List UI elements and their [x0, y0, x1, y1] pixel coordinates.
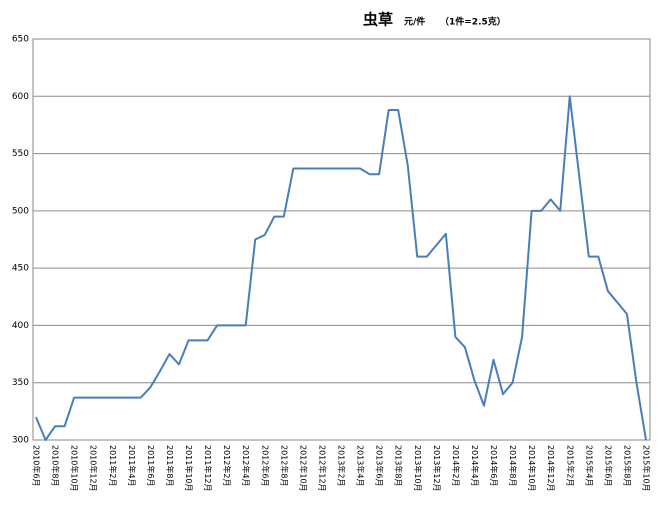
x-tick-label: 2014年2月 [451, 445, 461, 486]
x-tick-label: 2013年2月 [337, 445, 347, 486]
y-tick-label: 400 [12, 321, 29, 331]
x-tick-label: 2015年10月 [642, 445, 652, 492]
y-tick-label: 300 [12, 436, 29, 446]
x-tick-label: 2013年6月 [375, 445, 385, 486]
x-tick-label: 2014年4月 [470, 445, 480, 486]
chart-subtitle: 元/件 [404, 16, 425, 28]
x-tick-label: 2015年4月 [584, 445, 594, 486]
x-tick-label: 2014年10月 [527, 445, 537, 492]
x-tick-label: 2010年10月 [70, 445, 80, 492]
x-tick-label: 2010年8月 [51, 445, 61, 486]
x-tick-label: 2010年6月 [32, 445, 42, 486]
x-tick-label: 2012年8月 [279, 445, 289, 486]
x-tick-label: 2011年4月 [127, 445, 137, 486]
y-tick-label: 450 [12, 264, 29, 274]
y-tick-label: 650 [12, 35, 29, 45]
data-line [35, 95, 647, 441]
x-tick-label: 2012年2月 [222, 445, 232, 486]
x-tick-label: 2013年4月 [356, 445, 366, 486]
x-tick-label: 2011年12月 [203, 445, 213, 492]
x-tick-label: 2011年2月 [108, 445, 118, 486]
x-tick-label: 2013年12月 [432, 445, 442, 492]
x-tick-label: 2013年10月 [413, 445, 423, 492]
x-tick-label: 2014年12月 [546, 445, 556, 492]
x-tick-label: 2013年8月 [394, 445, 404, 486]
chart-title: 虫草 [363, 11, 393, 29]
x-tick-label: 2015年8月 [622, 445, 632, 486]
x-tick-label: 2011年10月 [184, 445, 194, 492]
x-tick-label: 2015年2月 [565, 445, 575, 486]
y-tick-label: 550 [12, 149, 29, 159]
x-tick-label: 2011年8月 [165, 445, 175, 486]
x-tick-label: 2012年10月 [298, 445, 308, 492]
x-tick-label: 2011年6月 [146, 445, 156, 486]
annotation: （1件=2.5克） [440, 16, 506, 28]
x-tick-label: 2014年6月 [489, 445, 499, 486]
x-tick-label: 2012年6月 [260, 445, 270, 486]
plot-border [32, 38, 651, 441]
y-tick-label: 350 [12, 378, 29, 388]
y-tick-label: 500 [12, 206, 29, 216]
x-tick-label: 2014年8月 [508, 445, 518, 486]
y-tick-label: 600 [12, 92, 29, 102]
x-tick-label: 2015年6月 [603, 445, 613, 486]
x-tick-label: 2012年4月 [241, 445, 251, 486]
x-tick-label: 2012年12月 [317, 445, 327, 492]
x-tick-label: 2010年12月 [89, 445, 99, 492]
